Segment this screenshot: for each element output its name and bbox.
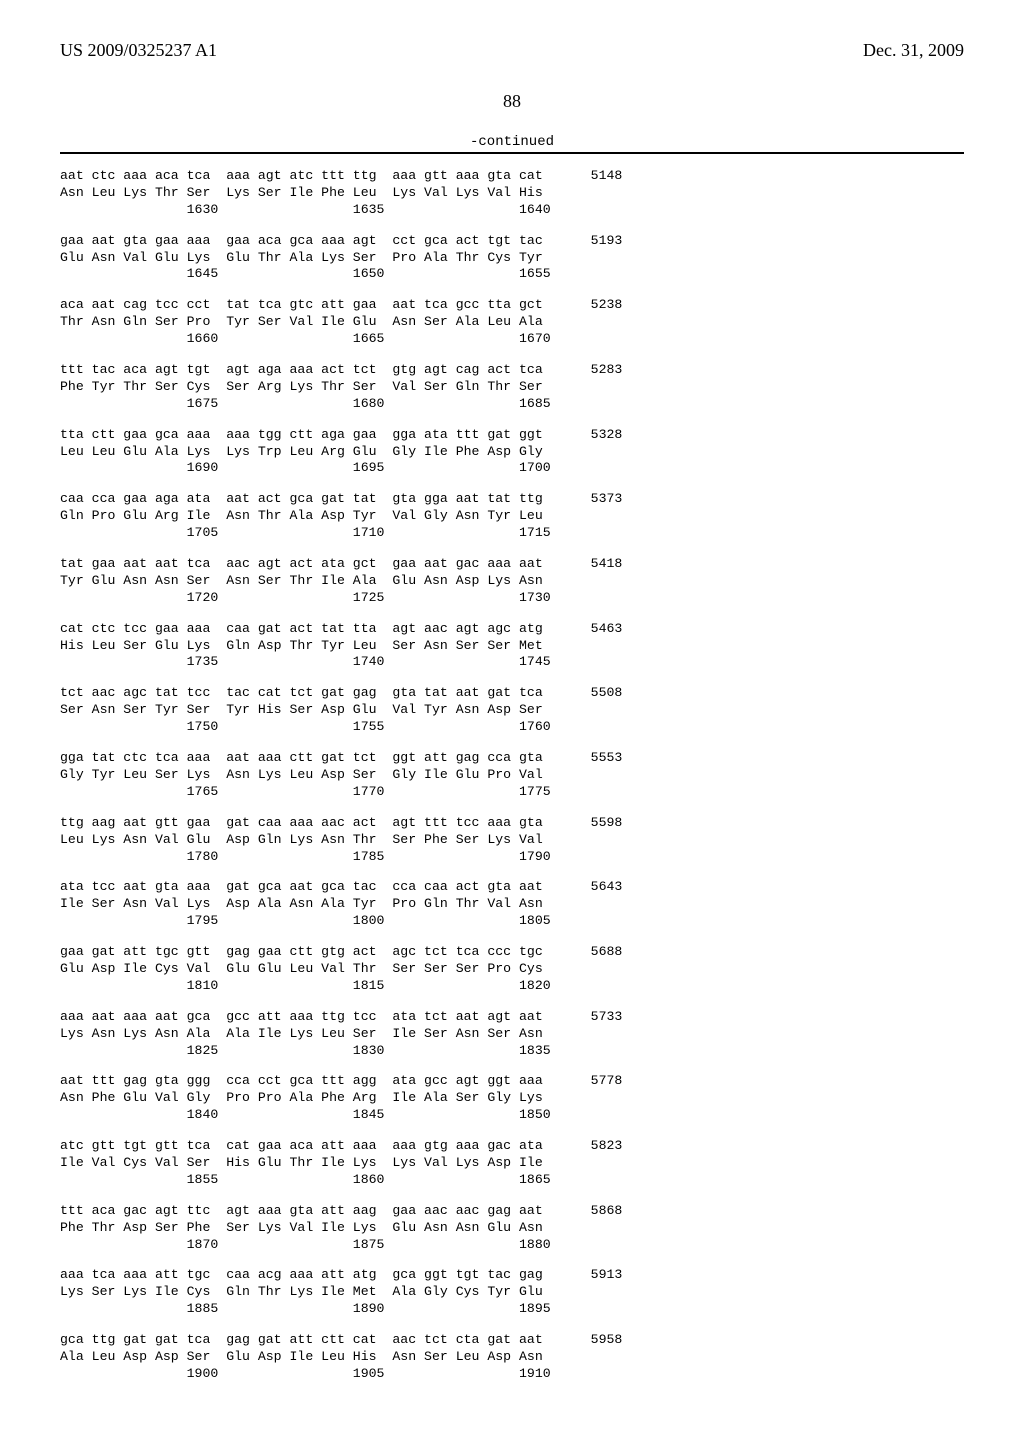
sequence-entry: aat ttt gag gta ggg cca cct gca ttt agg … [60, 1073, 964, 1124]
sequence-entry: ttt tac aca agt tgt agt aga aaa act tct … [60, 362, 964, 413]
sequence-listing: aat ctc aaa aca tca aaa agt atc ttt ttg … [60, 152, 964, 1383]
sequence-lines: aaa aat aaa aat gca gcc att aaa ttg tcc … [60, 1009, 551, 1060]
sequence-entry: gaa aat gta gaa aaa gaa aca gca aaa agt … [60, 233, 964, 284]
sequence-lines: tta ctt gaa gca aaa aaa tgg ctt aga gaa … [60, 427, 551, 478]
sequence-position: 5688 [551, 944, 623, 995]
sequence-lines: gga tat ctc tca aaa aat aaa ctt gat tct … [60, 750, 551, 801]
sequence-position: 5148 [551, 168, 623, 219]
sequence-position: 5463 [551, 621, 623, 672]
sequence-entry: tta ctt gaa gca aaa aaa tgg ctt aga gaa … [60, 427, 964, 478]
page-number: 88 [60, 91, 964, 112]
sequence-lines: tct aac agc tat tcc tac cat tct gat gag … [60, 685, 551, 736]
page-container: US 2009/0325237 A1 Dec. 31, 2009 88 -con… [0, 0, 1024, 1437]
sequence-position: 5643 [551, 879, 623, 930]
sequence-position: 5598 [551, 815, 623, 866]
sequence-entry: aaa aat aaa aat gca gcc att aaa ttg tcc … [60, 1009, 964, 1060]
sequence-position: 5508 [551, 685, 623, 736]
sequence-lines: aca aat cag tcc cct tat tca gtc att gaa … [60, 297, 551, 348]
sequence-position: 5283 [551, 362, 623, 413]
sequence-position: 5373 [551, 491, 623, 542]
sequence-entry: tct aac agc tat tcc tac cat tct gat gag … [60, 685, 964, 736]
sequence-lines: aat ctc aaa aca tca aaa agt atc ttt ttg … [60, 168, 551, 219]
sequence-position: 5913 [551, 1267, 623, 1318]
continued-label: -continued [60, 134, 964, 150]
sequence-entry: ata tcc aat gta aaa gat gca aat gca tac … [60, 879, 964, 930]
sequence-position: 5733 [551, 1009, 623, 1060]
sequence-lines: cat ctc tcc gaa aaa caa gat act tat tta … [60, 621, 551, 672]
sequence-position: 5193 [551, 233, 623, 284]
sequence-position: 5958 [551, 1332, 623, 1383]
patent-date: Dec. 31, 2009 [863, 40, 964, 61]
sequence-entry: ttt aca gac agt ttc agt aaa gta att aag … [60, 1203, 964, 1254]
sequence-lines: ata tcc aat gta aaa gat gca aat gca tac … [60, 879, 551, 930]
patent-app-number: US 2009/0325237 A1 [60, 40, 217, 61]
sequence-position: 5328 [551, 427, 623, 478]
sequence-lines: ttt aca gac agt ttc agt aaa gta att aag … [60, 1203, 551, 1254]
sequence-position: 5418 [551, 556, 623, 607]
sequence-entry: gga tat ctc tca aaa aat aaa ctt gat tct … [60, 750, 964, 801]
sequence-position: 5868 [551, 1203, 623, 1254]
sequence-position: 5238 [551, 297, 623, 348]
sequence-lines: tat gaa aat aat tca aac agt act ata gct … [60, 556, 551, 607]
sequence-entry: atc gtt tgt gtt tca cat gaa aca att aaa … [60, 1138, 964, 1189]
sequence-entry: aca aat cag tcc cct tat tca gtc att gaa … [60, 297, 964, 348]
sequence-entry: gaa gat att tgc gtt gag gaa ctt gtg act … [60, 944, 964, 995]
sequence-lines: gca ttg gat gat tca gag gat att ctt cat … [60, 1332, 551, 1383]
sequence-entry: caa cca gaa aga ata aat act gca gat tat … [60, 491, 964, 542]
sequence-entry: cat ctc tcc gaa aaa caa gat act tat tta … [60, 621, 964, 672]
sequence-position: 5823 [551, 1138, 623, 1189]
sequence-lines: atc gtt tgt gtt tca cat gaa aca att aaa … [60, 1138, 551, 1189]
sequence-lines: ttg aag aat gtt gaa gat caa aaa aac act … [60, 815, 551, 866]
sequence-lines: caa cca gaa aga ata aat act gca gat tat … [60, 491, 551, 542]
sequence-lines: aat ttt gag gta ggg cca cct gca ttt agg … [60, 1073, 551, 1124]
sequence-lines: ttt tac aca agt tgt agt aga aaa act tct … [60, 362, 551, 413]
sequence-entry: ttg aag aat gtt gaa gat caa aaa aac act … [60, 815, 964, 866]
sequence-lines: aaa tca aaa att tgc caa acg aaa att atg … [60, 1267, 551, 1318]
sequence-entry: aaa tca aaa att tgc caa acg aaa att atg … [60, 1267, 964, 1318]
sequence-entry: tat gaa aat aat tca aac agt act ata gct … [60, 556, 964, 607]
sequence-lines: gaa aat gta gaa aaa gaa aca gca aaa agt … [60, 233, 551, 284]
sequence-entry: aat ctc aaa aca tca aaa agt atc ttt ttg … [60, 168, 964, 219]
sequence-position: 5778 [551, 1073, 623, 1124]
sequence-lines: gaa gat att tgc gtt gag gaa ctt gtg act … [60, 944, 551, 995]
sequence-entry: gca ttg gat gat tca gag gat att ctt cat … [60, 1332, 964, 1383]
sequence-position: 5553 [551, 750, 623, 801]
page-header: US 2009/0325237 A1 Dec. 31, 2009 [60, 40, 964, 61]
